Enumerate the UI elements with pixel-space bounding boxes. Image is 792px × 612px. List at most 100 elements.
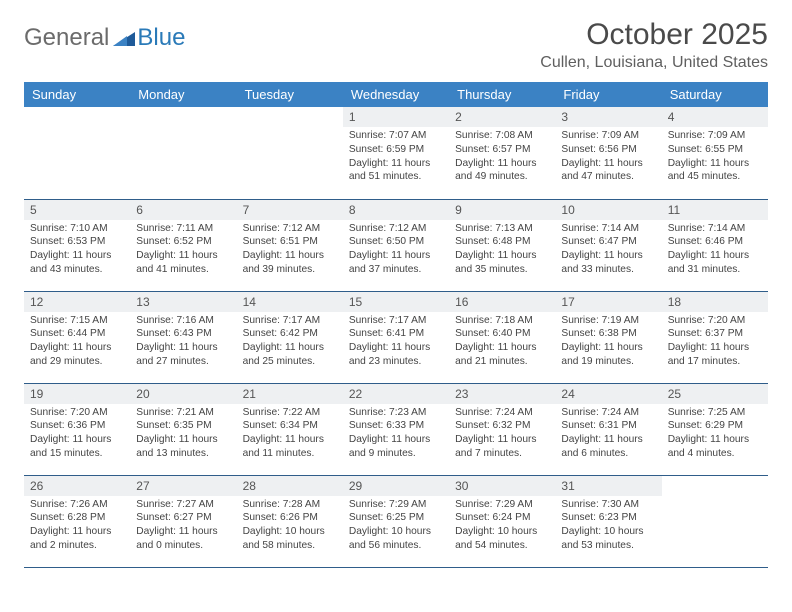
day-info: Sunrise: 7:09 AMSunset: 6:55 PMDaylight:… bbox=[662, 129, 768, 188]
day-number: 16 bbox=[449, 292, 555, 312]
day-info: Sunrise: 7:26 AMSunset: 6:28 PMDaylight:… bbox=[24, 498, 130, 557]
daylight-text: Daylight: 11 hours and 9 minutes. bbox=[349, 433, 443, 461]
day-number: 10 bbox=[555, 200, 661, 220]
day-number: 15 bbox=[343, 292, 449, 312]
calendar-cell bbox=[662, 475, 768, 567]
sunset-text: Sunset: 6:33 PM bbox=[349, 419, 443, 433]
calendar-cell: 5Sunrise: 7:10 AMSunset: 6:53 PMDaylight… bbox=[24, 199, 130, 291]
day-info: Sunrise: 7:14 AMSunset: 6:46 PMDaylight:… bbox=[662, 222, 768, 281]
sunrise-text: Sunrise: 7:11 AM bbox=[136, 222, 230, 236]
day-number: 2 bbox=[449, 107, 555, 127]
calendar-cell: 23Sunrise: 7:24 AMSunset: 6:32 PMDayligh… bbox=[449, 383, 555, 475]
logo: General Blue bbox=[24, 18, 185, 52]
calendar-cell: 11Sunrise: 7:14 AMSunset: 6:46 PMDayligh… bbox=[662, 199, 768, 291]
sunrise-text: Sunrise: 7:28 AM bbox=[243, 498, 337, 512]
daylight-text: Daylight: 11 hours and 0 minutes. bbox=[136, 525, 230, 553]
calendar-week: 19Sunrise: 7:20 AMSunset: 6:36 PMDayligh… bbox=[24, 383, 768, 475]
calendar-cell: 26Sunrise: 7:26 AMSunset: 6:28 PMDayligh… bbox=[24, 475, 130, 567]
day-number bbox=[130, 107, 236, 113]
sunset-text: Sunset: 6:46 PM bbox=[668, 235, 762, 249]
calendar-cell: 29Sunrise: 7:29 AMSunset: 6:25 PMDayligh… bbox=[343, 475, 449, 567]
daylight-text: Daylight: 11 hours and 31 minutes. bbox=[668, 249, 762, 277]
day-number: 26 bbox=[24, 476, 130, 496]
sunset-text: Sunset: 6:48 PM bbox=[455, 235, 549, 249]
calendar-cell: 31Sunrise: 7:30 AMSunset: 6:23 PMDayligh… bbox=[555, 475, 661, 567]
sunrise-text: Sunrise: 7:15 AM bbox=[30, 314, 124, 328]
sunset-text: Sunset: 6:23 PM bbox=[561, 511, 655, 525]
logo-text-general: General bbox=[24, 24, 109, 52]
day-number: 21 bbox=[237, 384, 343, 404]
daylight-text: Daylight: 10 hours and 58 minutes. bbox=[243, 525, 337, 553]
daylight-text: Daylight: 11 hours and 37 minutes. bbox=[349, 249, 443, 277]
calendar-week: 26Sunrise: 7:26 AMSunset: 6:28 PMDayligh… bbox=[24, 475, 768, 567]
day-info: Sunrise: 7:27 AMSunset: 6:27 PMDaylight:… bbox=[130, 498, 236, 557]
sunrise-text: Sunrise: 7:24 AM bbox=[561, 406, 655, 420]
sunset-text: Sunset: 6:29 PM bbox=[668, 419, 762, 433]
calendar-cell: 1Sunrise: 7:07 AMSunset: 6:59 PMDaylight… bbox=[343, 107, 449, 199]
sunset-text: Sunset: 6:40 PM bbox=[455, 327, 549, 341]
day-number: 3 bbox=[555, 107, 661, 127]
calendar-cell: 4Sunrise: 7:09 AMSunset: 6:55 PMDaylight… bbox=[662, 107, 768, 199]
day-info: Sunrise: 7:28 AMSunset: 6:26 PMDaylight:… bbox=[237, 498, 343, 557]
daylight-text: Daylight: 11 hours and 23 minutes. bbox=[349, 341, 443, 369]
day-number: 8 bbox=[343, 200, 449, 220]
daylight-text: Daylight: 11 hours and 41 minutes. bbox=[136, 249, 230, 277]
day-number: 22 bbox=[343, 384, 449, 404]
daylight-text: Daylight: 11 hours and 21 minutes. bbox=[455, 341, 549, 369]
sunrise-text: Sunrise: 7:25 AM bbox=[668, 406, 762, 420]
sunrise-text: Sunrise: 7:23 AM bbox=[349, 406, 443, 420]
day-number: 18 bbox=[662, 292, 768, 312]
day-number: 23 bbox=[449, 384, 555, 404]
day-number: 28 bbox=[237, 476, 343, 496]
day-info: Sunrise: 7:22 AMSunset: 6:34 PMDaylight:… bbox=[237, 406, 343, 465]
calendar-cell bbox=[237, 107, 343, 199]
day-header: Sunday bbox=[24, 82, 130, 107]
sunrise-text: Sunrise: 7:27 AM bbox=[136, 498, 230, 512]
sunset-text: Sunset: 6:53 PM bbox=[30, 235, 124, 249]
daylight-text: Daylight: 11 hours and 47 minutes. bbox=[561, 157, 655, 185]
daylight-text: Daylight: 11 hours and 29 minutes. bbox=[30, 341, 124, 369]
day-header: Wednesday bbox=[343, 82, 449, 107]
sunrise-text: Sunrise: 7:24 AM bbox=[455, 406, 549, 420]
sunset-text: Sunset: 6:59 PM bbox=[349, 143, 443, 157]
day-number: 14 bbox=[237, 292, 343, 312]
daylight-text: Daylight: 11 hours and 11 minutes. bbox=[243, 433, 337, 461]
day-info: Sunrise: 7:17 AMSunset: 6:41 PMDaylight:… bbox=[343, 314, 449, 373]
day-info: Sunrise: 7:12 AMSunset: 6:50 PMDaylight:… bbox=[343, 222, 449, 281]
calendar-table: Sunday Monday Tuesday Wednesday Thursday… bbox=[24, 82, 768, 568]
calendar-page: General Blue October 2025 Cullen, Louisi… bbox=[0, 0, 792, 586]
sunrise-text: Sunrise: 7:12 AM bbox=[349, 222, 443, 236]
calendar-week: 5Sunrise: 7:10 AMSunset: 6:53 PMDaylight… bbox=[24, 199, 768, 291]
daylight-text: Daylight: 11 hours and 17 minutes. bbox=[668, 341, 762, 369]
day-number: 5 bbox=[24, 200, 130, 220]
day-header: Saturday bbox=[662, 82, 768, 107]
sunrise-text: Sunrise: 7:08 AM bbox=[455, 129, 549, 143]
sunrise-text: Sunrise: 7:09 AM bbox=[561, 129, 655, 143]
day-header: Friday bbox=[555, 82, 661, 107]
day-info: Sunrise: 7:20 AMSunset: 6:37 PMDaylight:… bbox=[662, 314, 768, 373]
day-number: 7 bbox=[237, 200, 343, 220]
daylight-text: Daylight: 11 hours and 45 minutes. bbox=[668, 157, 762, 185]
sunset-text: Sunset: 6:43 PM bbox=[136, 327, 230, 341]
calendar-cell: 8Sunrise: 7:12 AMSunset: 6:50 PMDaylight… bbox=[343, 199, 449, 291]
day-info: Sunrise: 7:29 AMSunset: 6:25 PMDaylight:… bbox=[343, 498, 449, 557]
sunset-text: Sunset: 6:50 PM bbox=[349, 235, 443, 249]
daylight-text: Daylight: 11 hours and 39 minutes. bbox=[243, 249, 337, 277]
calendar-cell: 28Sunrise: 7:28 AMSunset: 6:26 PMDayligh… bbox=[237, 475, 343, 567]
calendar-cell: 13Sunrise: 7:16 AMSunset: 6:43 PMDayligh… bbox=[130, 291, 236, 383]
day-number: 13 bbox=[130, 292, 236, 312]
sunrise-text: Sunrise: 7:18 AM bbox=[455, 314, 549, 328]
sunset-text: Sunset: 6:36 PM bbox=[30, 419, 124, 433]
day-number bbox=[662, 476, 768, 482]
sunrise-text: Sunrise: 7:14 AM bbox=[668, 222, 762, 236]
sunset-text: Sunset: 6:32 PM bbox=[455, 419, 549, 433]
calendar-cell: 9Sunrise: 7:13 AMSunset: 6:48 PMDaylight… bbox=[449, 199, 555, 291]
sunrise-text: Sunrise: 7:21 AM bbox=[136, 406, 230, 420]
sunrise-text: Sunrise: 7:09 AM bbox=[668, 129, 762, 143]
day-number: 4 bbox=[662, 107, 768, 127]
day-number: 25 bbox=[662, 384, 768, 404]
sunrise-text: Sunrise: 7:14 AM bbox=[561, 222, 655, 236]
day-info: Sunrise: 7:23 AMSunset: 6:33 PMDaylight:… bbox=[343, 406, 449, 465]
day-info: Sunrise: 7:24 AMSunset: 6:32 PMDaylight:… bbox=[449, 406, 555, 465]
day-info: Sunrise: 7:29 AMSunset: 6:24 PMDaylight:… bbox=[449, 498, 555, 557]
